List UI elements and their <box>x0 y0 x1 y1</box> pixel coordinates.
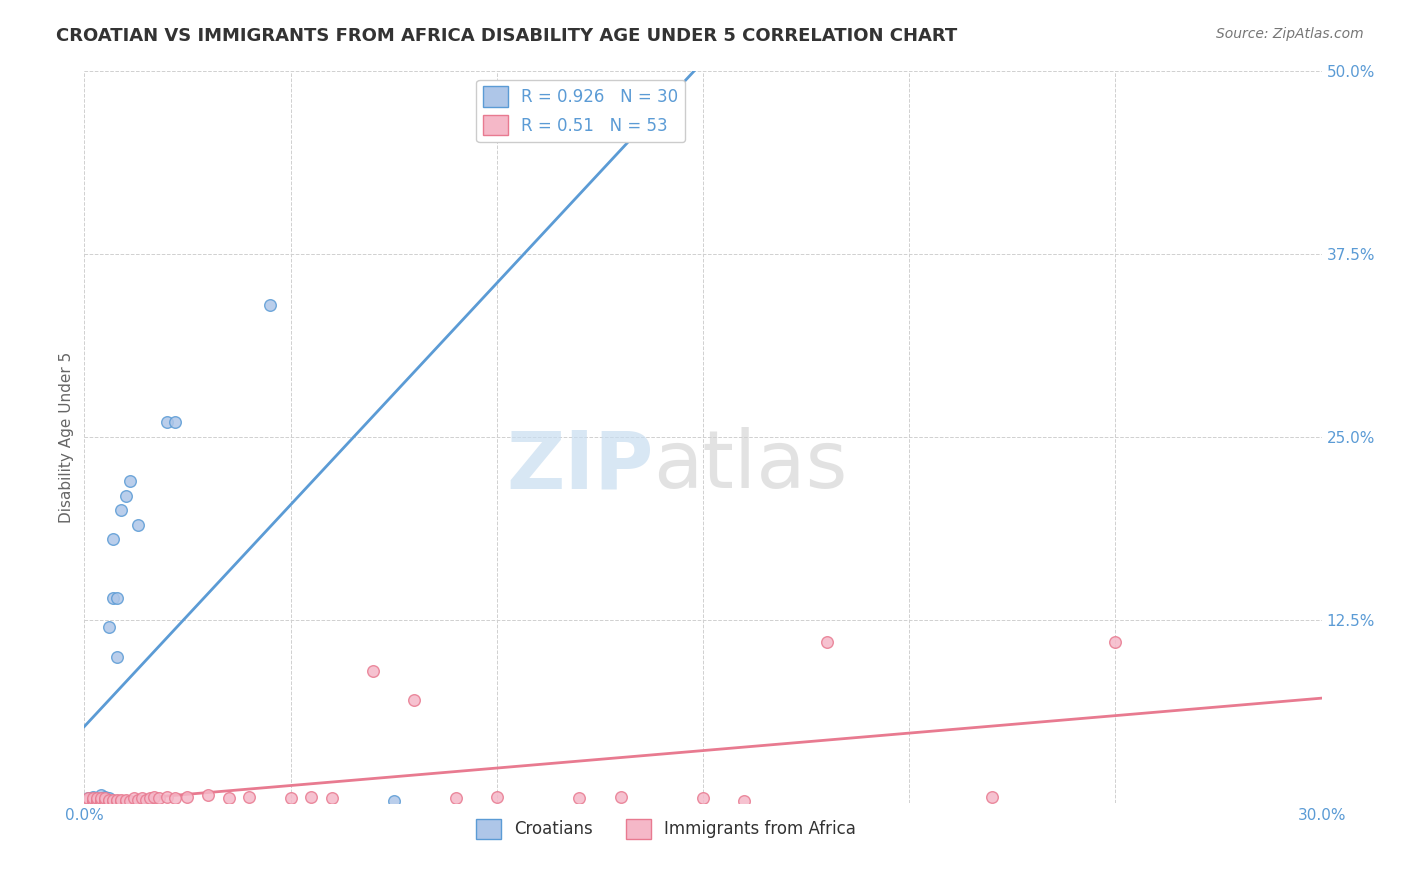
Point <box>143 789 166 804</box>
Point <box>86 791 108 805</box>
Point <box>110 503 132 517</box>
Point <box>103 794 125 808</box>
Point <box>103 533 125 547</box>
Point <box>197 789 219 803</box>
Point <box>118 794 141 808</box>
Point <box>165 416 187 430</box>
Point <box>131 791 153 805</box>
Point <box>82 794 104 808</box>
Point <box>280 791 302 805</box>
Text: atlas: atlas <box>654 427 848 506</box>
Point <box>77 791 100 805</box>
Point <box>90 794 112 808</box>
Point <box>98 793 121 807</box>
Point <box>98 794 121 808</box>
Point <box>135 793 157 807</box>
Point <box>98 791 121 805</box>
Point <box>86 794 108 808</box>
Point <box>139 791 162 805</box>
Point <box>259 298 281 312</box>
Point <box>118 474 141 488</box>
Point <box>568 123 591 137</box>
Point <box>114 793 136 807</box>
Point <box>299 789 322 804</box>
Point <box>485 789 508 804</box>
Point <box>82 793 104 807</box>
Point <box>105 793 128 807</box>
Point <box>114 489 136 503</box>
Point <box>122 791 145 805</box>
Point <box>94 791 117 805</box>
Point <box>404 693 426 707</box>
Point <box>692 791 714 805</box>
Point <box>815 635 838 649</box>
Point <box>77 794 100 808</box>
Point <box>444 791 467 805</box>
Point <box>1104 635 1126 649</box>
Point <box>98 620 121 634</box>
Legend: Croatians, Immigrants from Africa: Croatians, Immigrants from Africa <box>470 812 863 846</box>
Point <box>218 791 240 805</box>
Point <box>156 789 179 804</box>
Point <box>176 789 198 804</box>
Point <box>94 794 117 808</box>
Point <box>980 789 1002 804</box>
Point <box>86 791 108 805</box>
Point <box>105 649 128 664</box>
Point <box>110 794 132 808</box>
Point <box>103 591 125 605</box>
Point <box>94 793 117 807</box>
Point <box>77 794 100 808</box>
Point <box>82 793 104 807</box>
Point <box>94 789 117 804</box>
Point <box>86 793 108 807</box>
Point <box>82 791 104 805</box>
Point <box>94 793 117 807</box>
Y-axis label: Disability Age Under 5: Disability Age Under 5 <box>59 351 75 523</box>
Point <box>321 791 343 805</box>
Point <box>110 793 132 807</box>
Point <box>82 789 104 804</box>
Point <box>103 793 125 807</box>
Point <box>90 793 112 807</box>
Text: CROATIAN VS IMMIGRANTS FROM AFRICA DISABILITY AGE UNDER 5 CORRELATION CHART: CROATIAN VS IMMIGRANTS FROM AFRICA DISAB… <box>56 27 957 45</box>
Point <box>114 794 136 808</box>
Point <box>77 791 100 805</box>
Point <box>90 789 112 803</box>
Point <box>105 794 128 808</box>
Point <box>568 791 591 805</box>
Point <box>98 794 121 808</box>
Point <box>165 791 187 805</box>
Text: ZIP: ZIP <box>506 427 654 506</box>
Point <box>82 794 104 808</box>
Point <box>105 591 128 605</box>
Point <box>90 791 112 805</box>
Point <box>127 517 149 532</box>
Point <box>127 793 149 807</box>
Point <box>148 791 170 805</box>
Point <box>156 416 179 430</box>
Text: Source: ZipAtlas.com: Source: ZipAtlas.com <box>1216 27 1364 41</box>
Point <box>238 789 260 804</box>
Point <box>135 793 157 807</box>
Point <box>90 791 112 805</box>
Point <box>733 794 755 808</box>
Point <box>382 794 405 808</box>
Point <box>86 793 108 807</box>
Point <box>77 793 100 807</box>
Point <box>90 794 112 808</box>
Point <box>609 789 631 804</box>
Point <box>86 794 108 808</box>
Point <box>361 664 384 678</box>
